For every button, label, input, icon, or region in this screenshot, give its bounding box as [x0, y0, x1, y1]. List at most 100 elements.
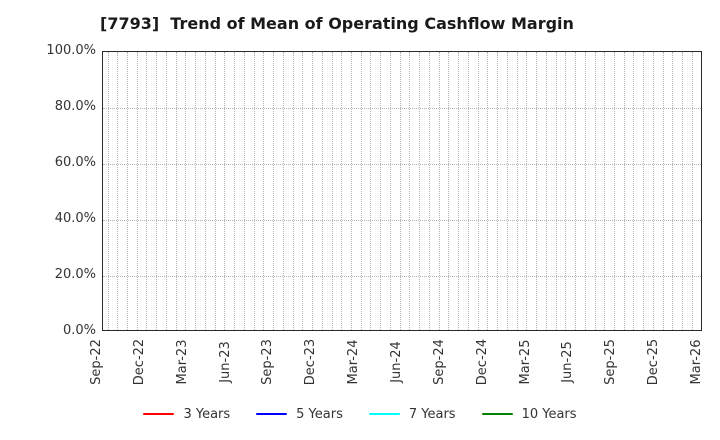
v-gridline — [682, 52, 684, 330]
x-tick-label: Mar-23 — [174, 339, 190, 385]
v-gridline — [633, 52, 635, 330]
v-gridline — [428, 52, 430, 330]
legend: 3 Years 5 Years 7 Years 10 Years — [0, 402, 720, 426]
v-gridline — [370, 52, 372, 330]
legend-line-swatch — [481, 412, 513, 416]
v-gridline — [516, 52, 518, 330]
legend-label: 7 Years — [408, 406, 456, 422]
legend-line-swatch — [256, 412, 288, 416]
v-gridline — [302, 52, 304, 330]
v-gridline — [351, 52, 352, 330]
v-gridline — [438, 52, 440, 330]
v-gridline — [146, 52, 148, 330]
v-gridline — [341, 52, 343, 330]
v-gridline — [604, 52, 606, 330]
v-gridline — [136, 52, 138, 330]
v-gridline — [652, 52, 654, 330]
legend-item: 7 Years — [368, 406, 456, 422]
v-gridline — [487, 52, 489, 330]
y-tick-label: 20.0% — [54, 267, 96, 282]
v-gridline — [467, 52, 469, 330]
v-gridline — [643, 52, 645, 330]
v-gridline — [506, 52, 508, 330]
v-gridline — [545, 52, 547, 330]
v-gridline — [312, 52, 314, 330]
v-gridline — [613, 52, 615, 330]
y-axis: 0.0% 20.0% 40.0% 60.0% 80.0% 100.0% — [0, 43, 96, 338]
v-gridline — [458, 52, 460, 330]
v-gridline — [691, 52, 693, 330]
v-gridline — [380, 52, 382, 330]
v-gridline — [273, 52, 275, 330]
v-gridline — [292, 52, 294, 330]
v-gridline — [497, 52, 499, 330]
v-gridline — [175, 52, 177, 330]
x-tick-label: Mar-25 — [517, 339, 533, 385]
v-gridline — [536, 52, 538, 330]
v-gridline — [575, 52, 577, 330]
h-gridline — [103, 220, 701, 221]
v-gridline — [107, 52, 109, 330]
legend-item: 10 Years — [481, 406, 577, 422]
v-gridline — [419, 52, 421, 330]
v-gridline — [156, 52, 158, 330]
x-tick-label: Dec-25 — [646, 338, 662, 386]
v-gridline — [360, 52, 362, 330]
v-gridline — [117, 52, 119, 330]
v-gridline — [565, 52, 567, 330]
v-gridline — [234, 52, 236, 330]
v-gridline — [214, 52, 216, 330]
v-gridline — [389, 52, 391, 330]
v-gridline — [399, 52, 401, 330]
legend-label: 5 Years — [296, 406, 343, 422]
v-gridline — [672, 52, 674, 330]
x-tick-label: Sep-24 — [431, 339, 447, 385]
v-gridline — [584, 52, 586, 330]
v-gridline — [165, 52, 167, 330]
v-gridline — [253, 52, 255, 330]
plot-area — [102, 51, 702, 331]
v-gridline — [623, 52, 625, 330]
x-tick-label: Jun-23 — [217, 341, 233, 383]
y-tick-label: 0.0% — [62, 323, 96, 338]
h-gridline — [103, 108, 701, 109]
v-gridline — [282, 52, 284, 330]
y-tick-label: 60.0% — [54, 155, 96, 170]
x-tick-label: Sep-25 — [603, 339, 619, 385]
legend-line-swatch — [368, 412, 400, 416]
v-gridline — [409, 52, 411, 330]
x-tick-label: Jun-24 — [389, 341, 404, 383]
v-gridline — [224, 52, 226, 330]
y-tick-label: 100.0% — [46, 43, 96, 58]
v-gridline — [263, 52, 265, 330]
x-axis: Sep-22 Dec-22 Mar-23 Jun-23 Sep-23 Dec-23 Mar-… — [89, 331, 704, 401]
v-gridline — [331, 52, 333, 330]
x-tick-label: Dec-24 — [474, 338, 490, 386]
h-gridline — [103, 164, 701, 165]
v-gridline — [662, 52, 664, 330]
v-gridline — [204, 52, 206, 330]
chart-title: [7793] Trend of Mean of Operating Cashfl… — [100, 14, 574, 33]
x-tick-label: Mar-26 — [689, 339, 704, 385]
v-gridline — [126, 52, 128, 330]
x-tick-label: Mar-24 — [346, 339, 362, 385]
x-tick-label: Dec-22 — [131, 338, 147, 386]
legend-label: 10 Years — [521, 406, 577, 422]
v-gridline — [448, 52, 450, 330]
y-tick-label: 40.0% — [54, 211, 96, 226]
x-tick-label: Sep-22 — [89, 339, 104, 385]
x-tick-label: Jun-25 — [560, 341, 576, 383]
h-gridline — [103, 276, 701, 277]
x-tick-label: Dec-23 — [303, 338, 319, 386]
y-tick-label: 80.0% — [54, 99, 96, 114]
legend-item: 5 Years — [256, 407, 343, 422]
v-gridline — [185, 52, 187, 330]
v-gridline — [555, 52, 557, 330]
legend-label: 3 Years — [183, 406, 231, 422]
v-gridline — [195, 52, 197, 330]
v-gridline — [243, 52, 245, 330]
legend-line-swatch — [143, 412, 175, 416]
x-tick-label: Sep-23 — [260, 339, 276, 385]
v-gridline — [321, 52, 323, 330]
v-gridline — [526, 52, 528, 330]
